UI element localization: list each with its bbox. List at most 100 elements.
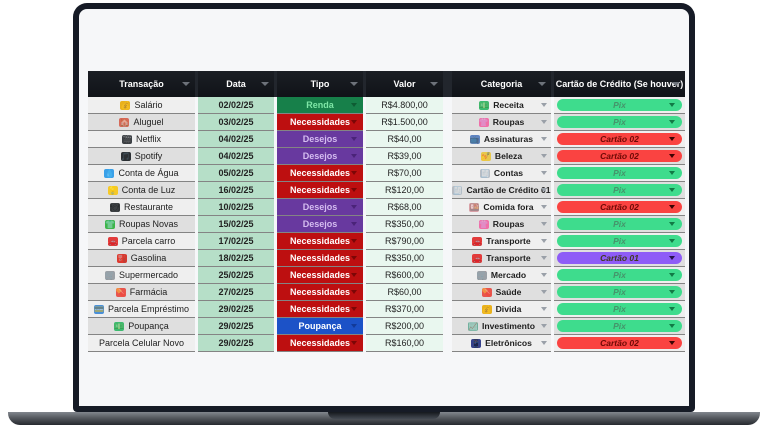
filter-dropdown-icon[interactable] xyxy=(182,82,190,86)
chevron-down-icon[interactable] xyxy=(669,103,675,107)
type-dropdown[interactable]: Renda xyxy=(277,97,363,114)
value-cell[interactable]: R$790,00 xyxy=(366,233,443,250)
category-dropdown[interactable]: 👚 Roupas xyxy=(452,216,551,233)
card-pill-dropdown[interactable]: Pix xyxy=(557,303,682,315)
card-cell[interactable]: Pix xyxy=(554,182,685,199)
date-cell[interactable]: 16/02/25 xyxy=(198,182,274,199)
transaction-cell[interactable]: 🚗 Parcela carro xyxy=(88,233,195,250)
transaction-cell[interactable]: Parcela Celular Novo xyxy=(88,335,195,352)
transaction-cell[interactable]: 💵 Poupança xyxy=(88,318,195,335)
chevron-down-icon[interactable] xyxy=(541,256,547,260)
value-cell[interactable]: R$70,00 xyxy=(366,165,443,182)
chevron-down-icon[interactable] xyxy=(541,120,547,124)
chevron-down-icon[interactable] xyxy=(669,324,675,328)
type-dropdown[interactable]: Necessidades xyxy=(277,267,363,284)
chevron-down-icon[interactable] xyxy=(541,341,547,345)
category-dropdown[interactable]: 🍱 Comida fora xyxy=(452,199,551,216)
type-dropdown[interactable]: Necessidades xyxy=(277,114,363,131)
date-cell[interactable]: 10/02/25 xyxy=(198,199,274,216)
value-cell[interactable]: R$120,00 xyxy=(366,182,443,199)
category-dropdown[interactable]: 📺 Assinaturas xyxy=(452,131,551,148)
chevron-down-icon[interactable] xyxy=(351,222,357,226)
date-cell[interactable]: 29/02/25 xyxy=(198,335,274,352)
date-cell[interactable]: 02/02/25 xyxy=(198,97,274,114)
chevron-down-icon[interactable] xyxy=(669,120,675,124)
transaction-cell[interactable]: 💳 Parcela Empréstimo xyxy=(88,301,195,318)
transaction-cell[interactable]: 💧 Conta de Água xyxy=(88,165,195,182)
type-dropdown[interactable]: Necessidades xyxy=(277,182,363,199)
chevron-down-icon[interactable] xyxy=(541,273,547,277)
value-cell[interactable]: R$600,00 xyxy=(366,267,443,284)
chevron-down-icon[interactable] xyxy=(351,273,357,277)
card-pill-dropdown[interactable]: Pix xyxy=(557,184,682,196)
transaction-cell[interactable]: 💰 Salário xyxy=(88,97,195,114)
chevron-down-icon[interactable] xyxy=(541,222,547,226)
type-dropdown[interactable]: Desejos xyxy=(277,131,363,148)
value-cell[interactable]: R$1.500,00 xyxy=(366,114,443,131)
card-pill-dropdown[interactable]: Cartão 02 xyxy=(557,133,682,145)
value-cell[interactable]: R$68,00 xyxy=(366,199,443,216)
category-dropdown[interactable]: 🧾 Contas xyxy=(452,165,551,182)
date-cell[interactable]: 25/02/25 xyxy=(198,267,274,284)
chevron-down-icon[interactable] xyxy=(541,188,547,192)
category-dropdown[interactable]: 💊 Saúde xyxy=(452,284,551,301)
category-dropdown[interactable]: 💰 Divida xyxy=(452,301,551,318)
chevron-down-icon[interactable] xyxy=(541,103,547,107)
card-cell[interactable]: Pix xyxy=(554,216,685,233)
card-cell[interactable]: Pix xyxy=(554,114,685,131)
transaction-cell[interactable]: 💡 Conta de Luz xyxy=(88,182,195,199)
chevron-down-icon[interactable] xyxy=(351,154,357,158)
chevron-down-icon[interactable] xyxy=(669,290,675,294)
category-dropdown[interactable]: 📈 Investimento xyxy=(452,318,551,335)
date-cell[interactable]: 18/02/25 xyxy=(198,250,274,267)
card-cell[interactable]: Pix xyxy=(554,318,685,335)
chevron-down-icon[interactable] xyxy=(669,137,675,141)
type-dropdown[interactable]: Necessidades xyxy=(277,335,363,352)
transaction-cell[interactable]: 🍽 Restaurante xyxy=(88,199,195,216)
date-cell[interactable]: 17/02/25 xyxy=(198,233,274,250)
category-dropdown[interactable]: 💅 Beleza xyxy=(452,148,551,165)
header-data[interactable]: Data xyxy=(198,71,274,97)
category-dropdown[interactable]: 🛒 Mercado xyxy=(452,267,551,284)
category-dropdown[interactable]: 🚗 Transporte xyxy=(452,233,551,250)
date-cell[interactable]: 15/02/25 xyxy=(198,216,274,233)
chevron-down-icon[interactable] xyxy=(669,188,675,192)
card-pill-dropdown[interactable]: Cartão 02 xyxy=(557,337,682,349)
card-pill-dropdown[interactable]: Cartão 02 xyxy=(557,201,682,213)
card-pill-dropdown[interactable]: Pix xyxy=(557,269,682,281)
type-dropdown[interactable]: Necessidades xyxy=(277,301,363,318)
date-cell[interactable]: 05/02/25 xyxy=(198,165,274,182)
chevron-down-icon[interactable] xyxy=(669,154,675,158)
card-pill-dropdown[interactable]: Cartão 02 xyxy=(557,150,682,162)
category-dropdown[interactable]: 📱 Eletrônicos xyxy=(452,335,551,352)
transaction-cell[interactable]: 🛒 Supermercado xyxy=(88,267,195,284)
chevron-down-icon[interactable] xyxy=(541,171,547,175)
chevron-down-icon[interactable] xyxy=(669,273,675,277)
card-cell[interactable]: Pix xyxy=(554,233,685,250)
date-cell[interactable]: 29/02/25 xyxy=(198,301,274,318)
filter-dropdown-icon[interactable] xyxy=(350,82,358,86)
filter-dropdown-icon[interactable] xyxy=(538,82,546,86)
date-cell[interactable]: 04/02/25 xyxy=(198,131,274,148)
card-cell[interactable]: Pix xyxy=(554,267,685,284)
chevron-down-icon[interactable] xyxy=(541,239,547,243)
type-dropdown[interactable]: Poupança xyxy=(277,318,363,335)
header-cartao[interactable]: Cartão de Crédito (Se houver) xyxy=(554,71,685,97)
date-cell[interactable]: 27/02/25 xyxy=(198,284,274,301)
value-cell[interactable]: R$39,00 xyxy=(366,148,443,165)
chevron-down-icon[interactable] xyxy=(351,171,357,175)
value-cell[interactable]: R$200,00 xyxy=(366,318,443,335)
transaction-cell[interactable]: 👕 Roupas Novas xyxy=(88,216,195,233)
chevron-down-icon[interactable] xyxy=(541,154,547,158)
type-dropdown[interactable]: Desejos xyxy=(277,148,363,165)
chevron-down-icon[interactable] xyxy=(351,188,357,192)
card-cell[interactable]: Pix xyxy=(554,97,685,114)
card-cell[interactable]: Pix xyxy=(554,284,685,301)
card-pill-dropdown[interactable]: Pix xyxy=(557,235,682,247)
chevron-down-icon[interactable] xyxy=(541,137,547,141)
header-valor[interactable]: Valor xyxy=(366,71,443,97)
chevron-down-icon[interactable] xyxy=(351,307,357,311)
value-cell[interactable]: R$160,00 xyxy=(366,335,443,352)
chevron-down-icon[interactable] xyxy=(669,239,675,243)
chevron-down-icon[interactable] xyxy=(541,290,547,294)
